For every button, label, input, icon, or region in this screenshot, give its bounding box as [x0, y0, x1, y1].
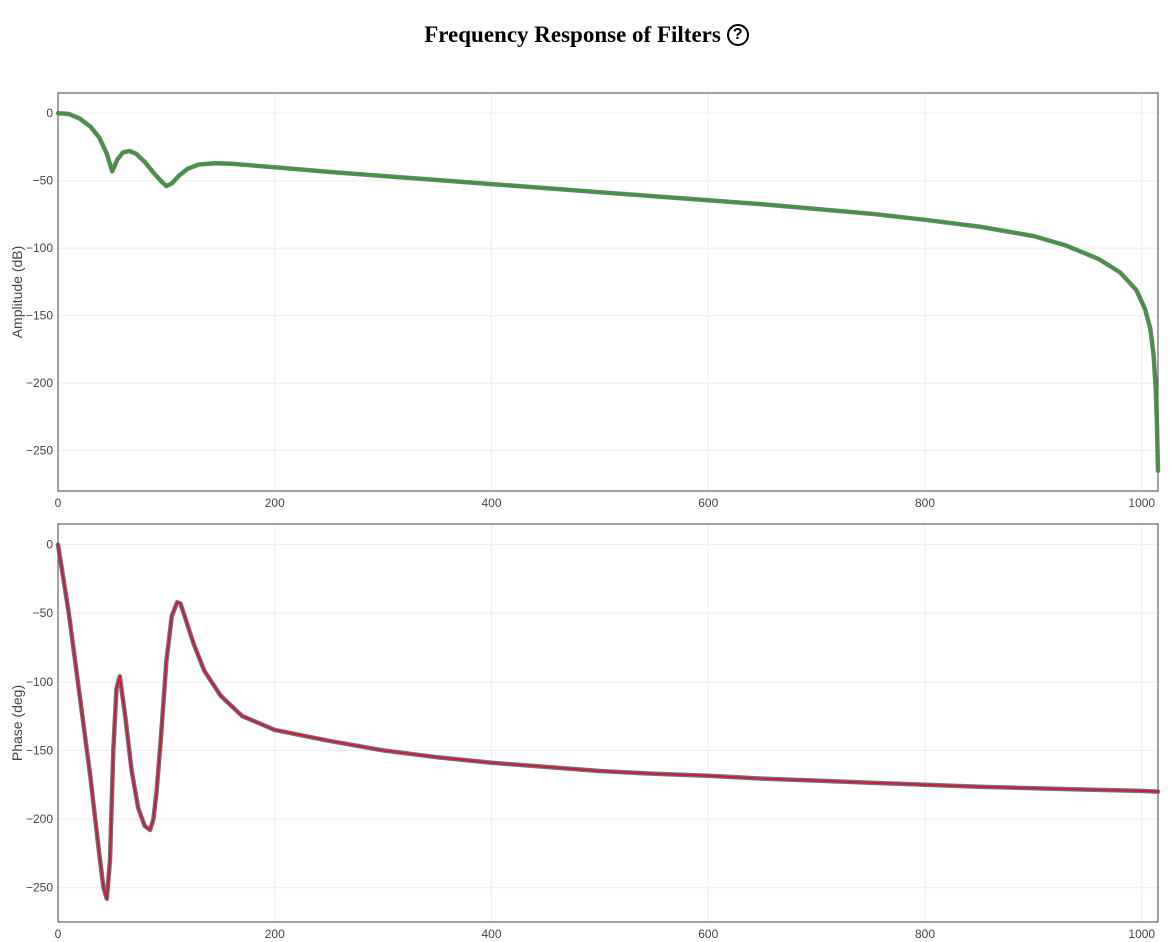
phase-xtick-label: 0: [55, 927, 62, 941]
chart-title: Frequency Response of Filters ?: [0, 22, 1173, 48]
amplitude-series-shadow: [55, 110, 1161, 474]
amplitude-panel: 0 200 400 600 800 1000 0 −50 −100 −150 −200 −250 Amp…: [9, 92, 1161, 510]
chart-title-text: Frequency Response of Filters: [424, 22, 721, 47]
amplitude-xtick-label: 200: [265, 496, 285, 510]
phase-series-line: [57, 543, 1159, 900]
phase-ylabel: Phase (deg): [9, 685, 25, 761]
amplitude-xtick-label: 400: [481, 496, 501, 510]
amplitude-ylabel: Amplitude (dB): [9, 246, 25, 339]
amplitude-xtick-label: 600: [698, 496, 718, 510]
amplitude-xtick-label: 800: [915, 496, 935, 510]
amplitude-ytick-label: −150: [26, 309, 53, 323]
phase-xtick-label: 1000: [1128, 927, 1155, 941]
phase-panel: 0 200 400 600 800 1000 0 −50 −100 −150 −200 −250 Pha…: [9, 523, 1161, 941]
amplitude-ytick-label: 0: [46, 106, 53, 120]
amplitude-plot-frame: [57, 92, 1159, 492]
phase-ytick-label: −150: [26, 743, 53, 757]
phase-xtick-label: 400: [481, 927, 501, 941]
phase-ytick-label: 0: [46, 538, 53, 552]
phase-ytick-label: −200: [26, 812, 53, 826]
phase-ytick-label: −250: [26, 881, 53, 895]
amplitude-ytick-label: −100: [26, 241, 53, 255]
phase-ytick-label: −100: [26, 675, 53, 689]
amplitude-series-line: [57, 112, 1159, 472]
amplitude-xtick-label: 0: [55, 496, 62, 510]
phase-ytick-label: −50: [33, 606, 54, 620]
phase-xtick-label: 200: [265, 927, 285, 941]
amplitude-ytick-label: −200: [26, 376, 53, 390]
amplitude-ytick-label: −250: [26, 444, 53, 458]
help-icon[interactable]: ?: [726, 24, 749, 46]
phase-series-shadow: [55, 542, 1161, 901]
amplitude-xtick-label: 1000: [1128, 496, 1155, 510]
amplitude-ytick-label: −50: [33, 174, 54, 188]
phase-plot-frame: [57, 523, 1159, 923]
phase-xtick-label: 600: [698, 927, 718, 941]
phase-xtick-label: 800: [915, 927, 935, 941]
